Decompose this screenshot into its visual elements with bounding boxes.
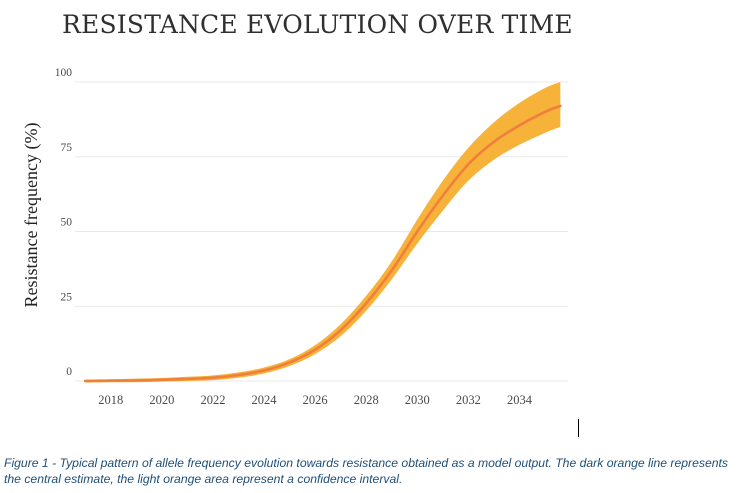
central-line-layer [83,104,562,383]
x-tick-label-2026: 2026 [303,393,328,407]
y-tick-label-75: 75 [61,142,73,154]
x-tick-labels: 2018 2020 2022 2024 2026 2028 2030 2032 2034 [98,393,532,407]
confidence-band-layer [85,82,561,383]
y-tick-label-0: 0 [66,366,72,378]
central-estimate-line [83,104,562,383]
y-tick-label-100: 100 [55,67,73,79]
x-tick-label-2024: 2024 [252,393,278,407]
y-axis-label: Resistance frequency (%) [21,123,42,308]
confidence-band [85,82,561,383]
x-tick-label-2030: 2030 [405,393,430,407]
x-tick-label-2034: 2034 [507,393,533,407]
y-tick-label-25: 25 [61,291,73,303]
x-tick-label-2022: 2022 [200,393,225,407]
text-cursor [578,419,579,437]
x-tick-label-2028: 2028 [354,393,379,407]
x-tick-label-2020: 2020 [149,393,174,407]
resistance-chart: RESISTANCE EVOLUTION OVER TIME Resistanc… [21,10,573,407]
x-tick-label-2018: 2018 [98,393,123,407]
y-tick-labels: 0 25 50 75 100 [55,67,73,378]
chart-title: RESISTANCE EVOLUTION OVER TIME [62,10,573,39]
figure-caption: Figure 1 - Typical pattern of allele fre… [4,456,728,486]
x-tick-label-2032: 2032 [456,393,481,407]
y-tick-label-50: 50 [61,217,73,229]
